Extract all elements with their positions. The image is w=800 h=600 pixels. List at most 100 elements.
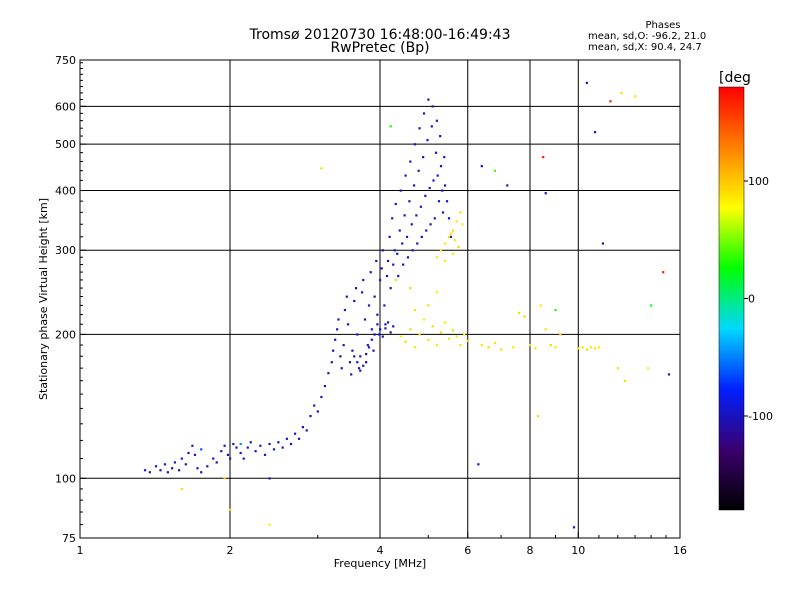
- data-point: [436, 174, 439, 177]
- data-point: [392, 263, 395, 266]
- data-point: [184, 463, 187, 466]
- colorbar-ticks: 100 0 -100: [744, 175, 773, 423]
- data-point: [466, 339, 469, 342]
- data-point: [386, 321, 390, 324]
- data-point: [351, 349, 354, 352]
- x-tick-label: 6: [464, 544, 471, 557]
- data-point: [401, 242, 404, 245]
- data-point: [350, 373, 353, 376]
- data-point: [405, 235, 409, 239]
- data-point: [173, 461, 177, 464]
- x-tick-label: 16: [673, 544, 687, 557]
- data-point: [439, 331, 443, 334]
- data-point: [420, 235, 423, 239]
- data-point: [453, 239, 456, 242]
- data-point: [239, 442, 242, 446]
- data-point: [305, 429, 308, 432]
- data-point: [443, 321, 447, 324]
- data-point: [362, 278, 365, 282]
- chart-title-line1: Tromsø 20120730 16:48:00-16:49:43: [249, 27, 511, 43]
- data-point: [506, 184, 509, 187]
- data-point: [461, 223, 464, 226]
- data-point: [226, 453, 230, 456]
- data-point: [601, 242, 605, 245]
- data-point: [422, 156, 425, 159]
- data-point: [356, 361, 359, 364]
- data-point: [353, 355, 356, 358]
- data-point: [360, 291, 364, 294]
- data-point: [397, 274, 400, 278]
- data-point: [439, 135, 442, 138]
- data-point: [289, 442, 293, 446]
- data-point: [163, 463, 167, 466]
- data-point: [402, 263, 405, 266]
- data-point: [457, 245, 460, 248]
- data-point: [380, 267, 383, 270]
- data-point: [342, 344, 345, 347]
- data-point: [534, 347, 537, 350]
- data-point: [443, 242, 447, 245]
- data-point: [200, 448, 203, 451]
- data-point: [449, 232, 453, 235]
- data-point: [410, 223, 413, 226]
- grid-lines: [80, 60, 680, 538]
- phase-colorbar: [718, 86, 745, 511]
- data-point: [379, 278, 382, 282]
- data-point: [381, 335, 384, 338]
- data-point: [396, 252, 399, 255]
- data-point: [363, 318, 367, 321]
- data-point: [268, 442, 271, 446]
- y-tick-label: 100: [55, 472, 76, 485]
- data-point: [447, 235, 451, 239]
- colorbar-tick-label: -100: [748, 410, 773, 423]
- data-point: [559, 333, 562, 336]
- data-point: [229, 457, 232, 460]
- data-point: [191, 444, 194, 447]
- data-point: [337, 318, 340, 321]
- data-point: [403, 214, 406, 217]
- data-point: [388, 235, 391, 239]
- data-point: [316, 410, 319, 413]
- data-point: [512, 346, 515, 349]
- data-point: [439, 249, 443, 252]
- data-point: [449, 235, 453, 239]
- x-tick-label: 2: [227, 544, 234, 557]
- data-point: [620, 91, 623, 95]
- data-point: [427, 98, 430, 101]
- data-point: [254, 450, 257, 453]
- data-point: [554, 308, 557, 312]
- data-point: [422, 112, 426, 115]
- data-point: [437, 200, 441, 203]
- data-point: [369, 271, 372, 274]
- data-point: [365, 352, 368, 356]
- phase-statistics-o-mode: mean, sd,O: -96.2, 21.0: [588, 31, 707, 42]
- data-point: [220, 450, 223, 453]
- data-point: [259, 444, 262, 447]
- data-point: [443, 184, 447, 187]
- y-tick-label: 750: [55, 54, 76, 67]
- data-point: [581, 346, 584, 349]
- data-point: [235, 446, 238, 449]
- data-point: [242, 457, 245, 460]
- data-point: [593, 347, 597, 350]
- data-point: [447, 217, 451, 220]
- data-point: [409, 160, 412, 163]
- x-tick-label: 4: [377, 544, 384, 557]
- data-point: [148, 471, 151, 474]
- data-point: [297, 437, 301, 440]
- data-point: [320, 395, 323, 399]
- data-point: [441, 189, 444, 192]
- data-point: [386, 259, 390, 263]
- data-point: [500, 348, 503, 351]
- data-point: [493, 341, 497, 345]
- data-point: [343, 308, 347, 312]
- data-point: [409, 328, 412, 331]
- data-point: [429, 223, 432, 226]
- data-point: [394, 278, 397, 282]
- data-point: [433, 217, 436, 220]
- data-point: [539, 304, 542, 307]
- data-point: [159, 469, 162, 472]
- data-point: [650, 304, 653, 307]
- data-point: [517, 311, 521, 314]
